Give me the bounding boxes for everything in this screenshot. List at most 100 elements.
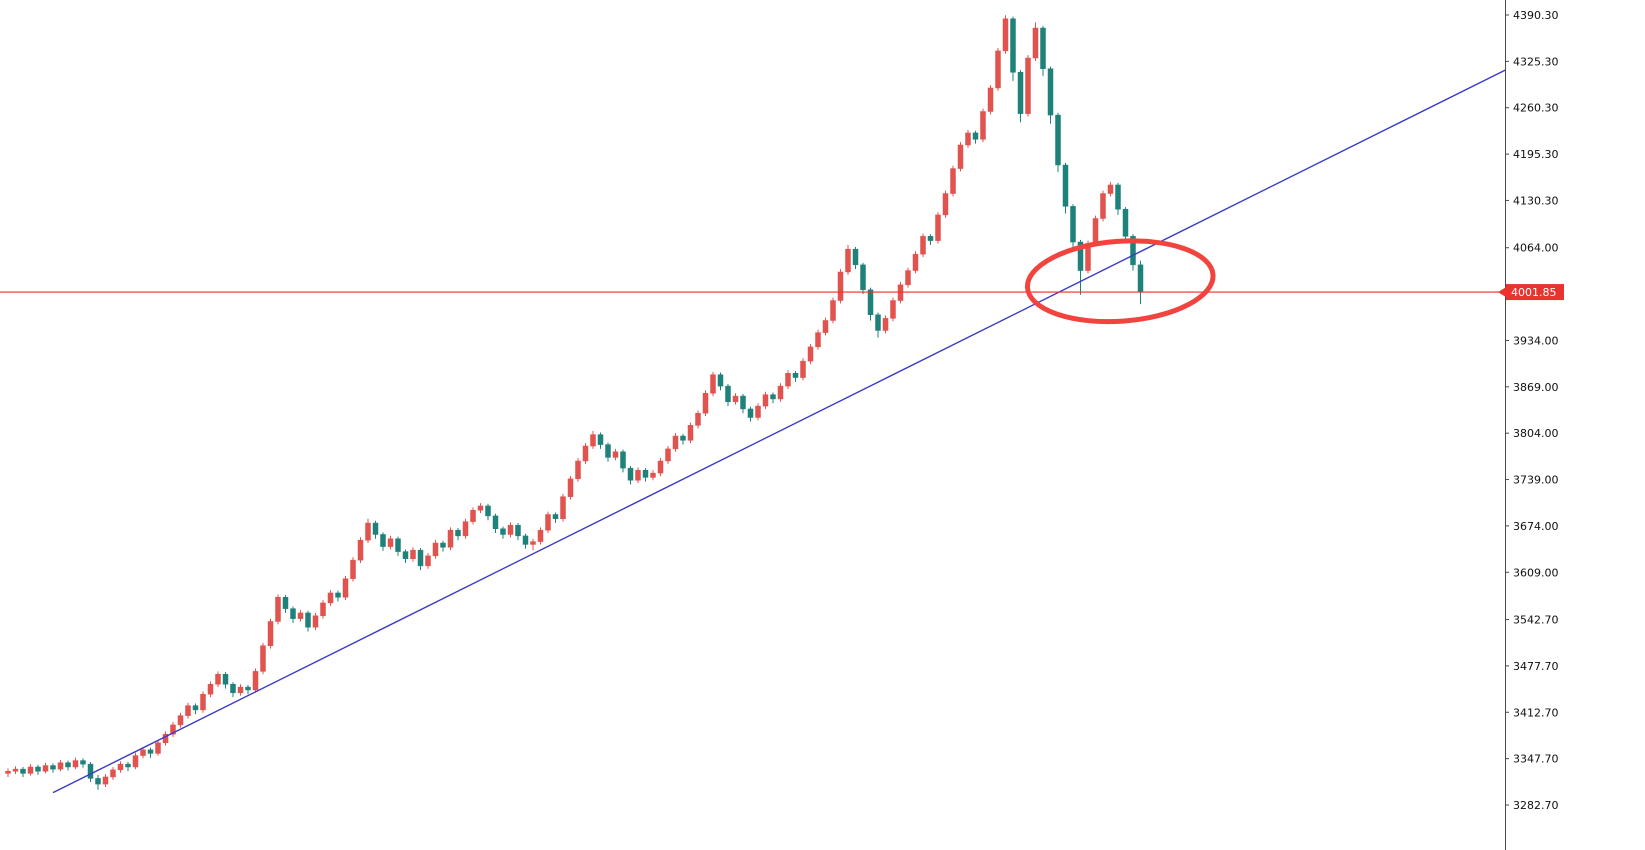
candle-body-up bbox=[72, 760, 79, 768]
candle-body-down bbox=[87, 763, 94, 779]
axis-label: 3347.70 bbox=[1513, 753, 1559, 766]
candle-body-up bbox=[200, 693, 206, 711]
axis-label: 3282.70 bbox=[1513, 799, 1559, 812]
candle-body-up bbox=[537, 529, 544, 542]
candle-body-down bbox=[492, 515, 499, 530]
candle-body-down bbox=[125, 763, 131, 768]
price-tag: 4001.85 bbox=[1498, 284, 1564, 301]
price-tag-label: 4001.85 bbox=[1511, 286, 1557, 299]
candle-body-up bbox=[207, 683, 214, 695]
candle-body-down bbox=[1010, 18, 1016, 73]
candle-body-up bbox=[590, 434, 596, 447]
candle-body-down bbox=[290, 608, 296, 619]
candle-body-down bbox=[1137, 264, 1144, 293]
axis-label: 3869.00 bbox=[1513, 381, 1559, 394]
candle-body-down bbox=[740, 395, 746, 410]
candle-body-down bbox=[860, 264, 866, 291]
candle-body-down bbox=[485, 505, 491, 517]
candle-body-up bbox=[110, 769, 116, 778]
candle-body-up bbox=[267, 621, 274, 646]
candle-body-up bbox=[237, 686, 244, 694]
candle-body-up bbox=[432, 542, 439, 557]
candle-body-up bbox=[1032, 27, 1039, 59]
candle-body-up bbox=[657, 460, 664, 474]
axis-label: 3609.00 bbox=[1513, 566, 1559, 579]
candle-body-down bbox=[500, 528, 506, 535]
candle-body-up bbox=[635, 470, 641, 481]
candle-body-down bbox=[1122, 208, 1129, 237]
candle-body-down bbox=[245, 686, 251, 691]
candle-body-down bbox=[335, 592, 341, 598]
candle-body-down bbox=[747, 408, 754, 418]
candle-body-up bbox=[650, 472, 656, 478]
candle-body-up bbox=[882, 318, 889, 331]
candle-body-down bbox=[770, 394, 776, 400]
axis-label: 4390.30 bbox=[1513, 9, 1559, 22]
axis-label: 3542.70 bbox=[1513, 614, 1559, 627]
candle-body-down bbox=[50, 765, 56, 770]
candle-body-down bbox=[852, 248, 859, 266]
candle-body-down bbox=[1130, 236, 1136, 266]
candle-body-down bbox=[1017, 72, 1024, 114]
candle-body-up bbox=[425, 555, 431, 567]
candle-body-down bbox=[717, 374, 724, 387]
candle-body-down bbox=[597, 434, 604, 445]
candle-body-down bbox=[972, 132, 979, 140]
candle-body-up bbox=[530, 541, 536, 545]
candle-body-down bbox=[627, 467, 634, 481]
candle-body-up bbox=[320, 602, 326, 617]
candle-body-up bbox=[695, 412, 701, 426]
trendline[interactable] bbox=[52, 68, 1509, 794]
candle-body-down bbox=[680, 435, 686, 441]
candle-body-down bbox=[65, 762, 71, 768]
candle-body-down bbox=[1070, 206, 1076, 243]
candle-body-down bbox=[372, 522, 379, 535]
candle-body-down bbox=[402, 551, 409, 559]
axis-label: 4325.30 bbox=[1513, 55, 1559, 68]
candle-body-up bbox=[12, 768, 19, 772]
candle-body-down bbox=[395, 538, 401, 552]
candle-body-up bbox=[732, 395, 739, 403]
candle-body-up bbox=[357, 539, 364, 561]
candle-body-up bbox=[5, 771, 11, 774]
candle-body-down bbox=[1055, 114, 1061, 166]
ellipse-annotation[interactable] bbox=[1024, 235, 1216, 328]
candle-body-down bbox=[80, 760, 86, 765]
candle-body-down bbox=[620, 451, 626, 469]
candle-body-up bbox=[800, 360, 806, 378]
candle-body-up bbox=[807, 346, 814, 362]
candle-body-down bbox=[417, 549, 424, 567]
candle-body-up bbox=[710, 374, 716, 394]
candle-body-up bbox=[185, 705, 191, 716]
candle-body-up bbox=[1100, 193, 1106, 219]
candle-body-up bbox=[837, 271, 844, 301]
candle-body-up bbox=[350, 559, 356, 579]
candle-body-up bbox=[462, 521, 469, 537]
candle-body-down bbox=[515, 524, 521, 537]
candle-body-up bbox=[845, 248, 851, 273]
candle-body-up bbox=[987, 87, 994, 112]
candle-body-up bbox=[965, 132, 971, 146]
candle-body-up bbox=[815, 332, 821, 348]
candle-body-down bbox=[282, 596, 289, 609]
candle-body-up bbox=[890, 300, 896, 319]
candle-body-up bbox=[155, 742, 161, 754]
candle-body-up bbox=[297, 612, 304, 619]
candle-body-up bbox=[177, 715, 184, 726]
axis-label: 3804.00 bbox=[1513, 427, 1559, 440]
candle-body-down bbox=[1115, 184, 1121, 210]
candle-body-up bbox=[980, 111, 986, 140]
price-axis: 4390.30 4325.30 4260.30 4195.30 4130.30 4064.… bbox=[1505, 0, 1645, 850]
axis-label: 4064.00 bbox=[1513, 242, 1559, 255]
candle-body-up bbox=[132, 755, 139, 768]
candle-body-up bbox=[342, 578, 349, 598]
candle-body-down bbox=[552, 514, 559, 520]
candle-body-up bbox=[470, 509, 476, 522]
candle-body-up bbox=[567, 478, 574, 497]
price-tag-arrow bbox=[1498, 287, 1506, 298]
candle-body-down bbox=[522, 535, 529, 545]
axis-label: 3674.00 bbox=[1513, 520, 1559, 533]
candles-layer bbox=[5, 15, 1144, 790]
